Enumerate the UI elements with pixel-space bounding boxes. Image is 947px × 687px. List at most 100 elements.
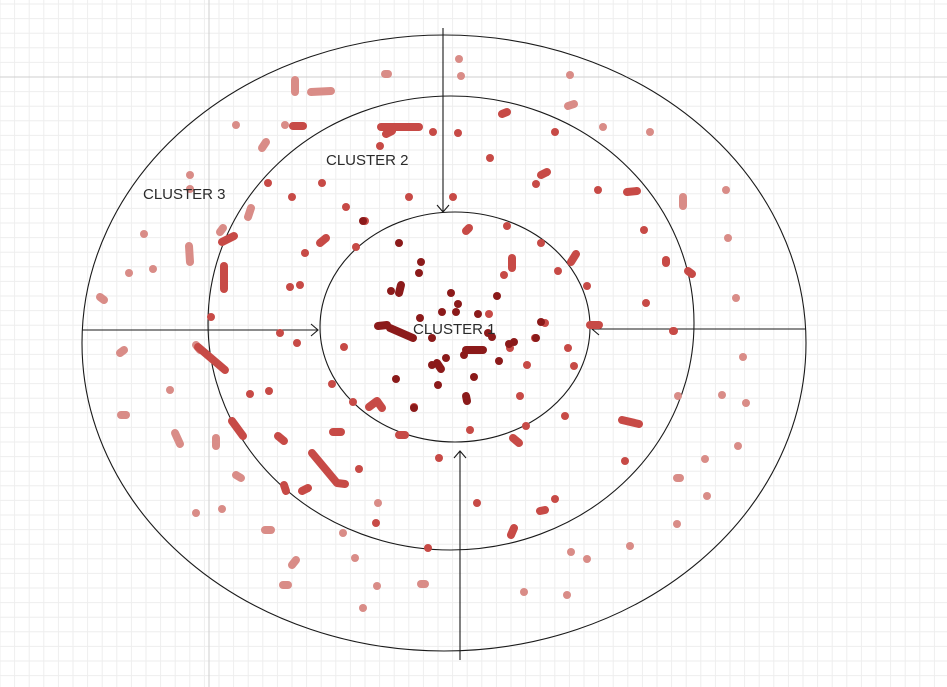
cluster-3-stroke <box>288 556 300 569</box>
arrow-top-head <box>436 204 450 213</box>
cluster-2-point <box>516 392 524 400</box>
cluster-3-point <box>339 529 347 537</box>
cluster-3-points <box>96 55 750 612</box>
cluster-2-point <box>301 249 309 257</box>
cluster-2-point <box>355 465 363 473</box>
cluster-3-point <box>724 234 732 242</box>
cluster-1-point <box>488 333 496 341</box>
cluster-3-stroke <box>232 471 245 482</box>
cluster-3-point <box>520 588 528 596</box>
cluster-2-stroke <box>623 187 641 196</box>
cluster-3-point <box>734 442 742 450</box>
cluster-2-stroke <box>382 127 396 138</box>
cluster-2-point <box>486 154 494 162</box>
cluster-3-point <box>149 265 157 273</box>
cluster-1-point <box>428 361 436 369</box>
cluster-2-point <box>349 398 357 406</box>
cluster-1-stroke <box>374 321 391 330</box>
cluster-2-point <box>264 179 272 187</box>
cluster-3-point <box>359 604 367 612</box>
cluster-3-stroke <box>244 204 255 221</box>
cluster-2-point <box>449 193 457 201</box>
cluster-2-point <box>640 226 648 234</box>
cluster-1-point <box>417 258 425 266</box>
cluster-2-point <box>318 179 326 187</box>
cluster-1-point <box>416 314 424 322</box>
cluster-2-point <box>405 193 413 201</box>
cluster-3-stroke <box>307 87 335 96</box>
cluster-1-stroke <box>395 281 405 297</box>
cluster-2-point <box>424 544 432 552</box>
cluster-2-point <box>485 310 493 318</box>
cluster-2-stroke <box>298 484 312 495</box>
cluster-2-point <box>473 499 481 507</box>
cluster-3-stroke <box>96 293 108 304</box>
cluster-2-point <box>454 129 462 137</box>
cluster-3-point <box>125 269 133 277</box>
cluster-1-point <box>359 217 367 225</box>
cluster-2-point <box>466 426 474 434</box>
cluster-1-point <box>392 375 400 383</box>
cluster-3-point <box>140 230 148 238</box>
cluster-2-stroke <box>228 417 247 440</box>
cluster-2-point <box>246 390 254 398</box>
cluster-2-point <box>376 142 384 150</box>
cluster-1-point <box>387 287 395 295</box>
cluster-1-stroke <box>386 324 417 342</box>
cluster-2-stroke <box>536 506 549 515</box>
axis-arrows <box>82 28 806 660</box>
cluster-2-point <box>642 299 650 307</box>
cluster-1-point <box>452 308 460 316</box>
cluster-3-point <box>703 492 711 500</box>
cluster-3-point <box>732 294 740 302</box>
cluster-2-stroke <box>365 397 386 412</box>
cluster-1-point <box>532 334 540 342</box>
cluster-3-point <box>646 128 654 136</box>
cluster-2-point <box>551 495 559 503</box>
cluster-2-point <box>293 339 301 347</box>
cluster-2-point <box>328 380 336 388</box>
cluster-1-point <box>474 310 482 318</box>
cluster-2-stroke <box>509 434 523 447</box>
cluster-3-stroke <box>116 346 128 357</box>
cluster-3-point <box>674 392 682 400</box>
cluster-3-point <box>374 499 382 507</box>
cluster-3-point <box>186 171 194 179</box>
cluster-2-point <box>532 180 540 188</box>
cluster-2-point <box>564 344 572 352</box>
cluster-2-point <box>503 222 511 230</box>
cluster-3-point <box>373 582 381 590</box>
cluster-2-stroke <box>218 232 238 246</box>
cluster-1-stroke <box>462 392 471 405</box>
cluster-1-point <box>438 308 446 316</box>
cluster-3-point <box>186 185 194 193</box>
cluster-3-point <box>218 505 226 513</box>
cluster-2-point <box>594 186 602 194</box>
cluster-1-points <box>359 217 545 412</box>
cluster-3-stroke <box>185 242 194 266</box>
cluster-2-point <box>372 519 380 527</box>
cluster-2-point <box>551 128 559 136</box>
cluster-2-label: CLUSTER 2 <box>326 152 409 169</box>
cluster-2-point <box>561 412 569 420</box>
cluster-1-point <box>460 351 468 359</box>
cluster-2-points <box>194 108 696 552</box>
cluster-1-point <box>434 381 442 389</box>
cluster-1-label: CLUSTER 1 <box>413 321 496 338</box>
arrow-left-head <box>310 323 319 337</box>
cluster-1-point <box>454 300 462 308</box>
cluster-2-stroke <box>316 234 330 247</box>
cluster-3-stroke <box>216 224 227 236</box>
cluster-2-point <box>500 271 508 279</box>
cluster-3-point <box>166 386 174 394</box>
cluster-1-point <box>410 404 418 412</box>
cluster-2-point <box>207 313 215 321</box>
cluster-2-stroke <box>462 224 473 235</box>
cluster-2-stroke <box>567 250 580 266</box>
arrow-bottom-head <box>453 450 467 459</box>
cluster-1-point <box>470 373 478 381</box>
cluster-2-point <box>583 282 591 290</box>
cluster-3-point <box>718 391 726 399</box>
